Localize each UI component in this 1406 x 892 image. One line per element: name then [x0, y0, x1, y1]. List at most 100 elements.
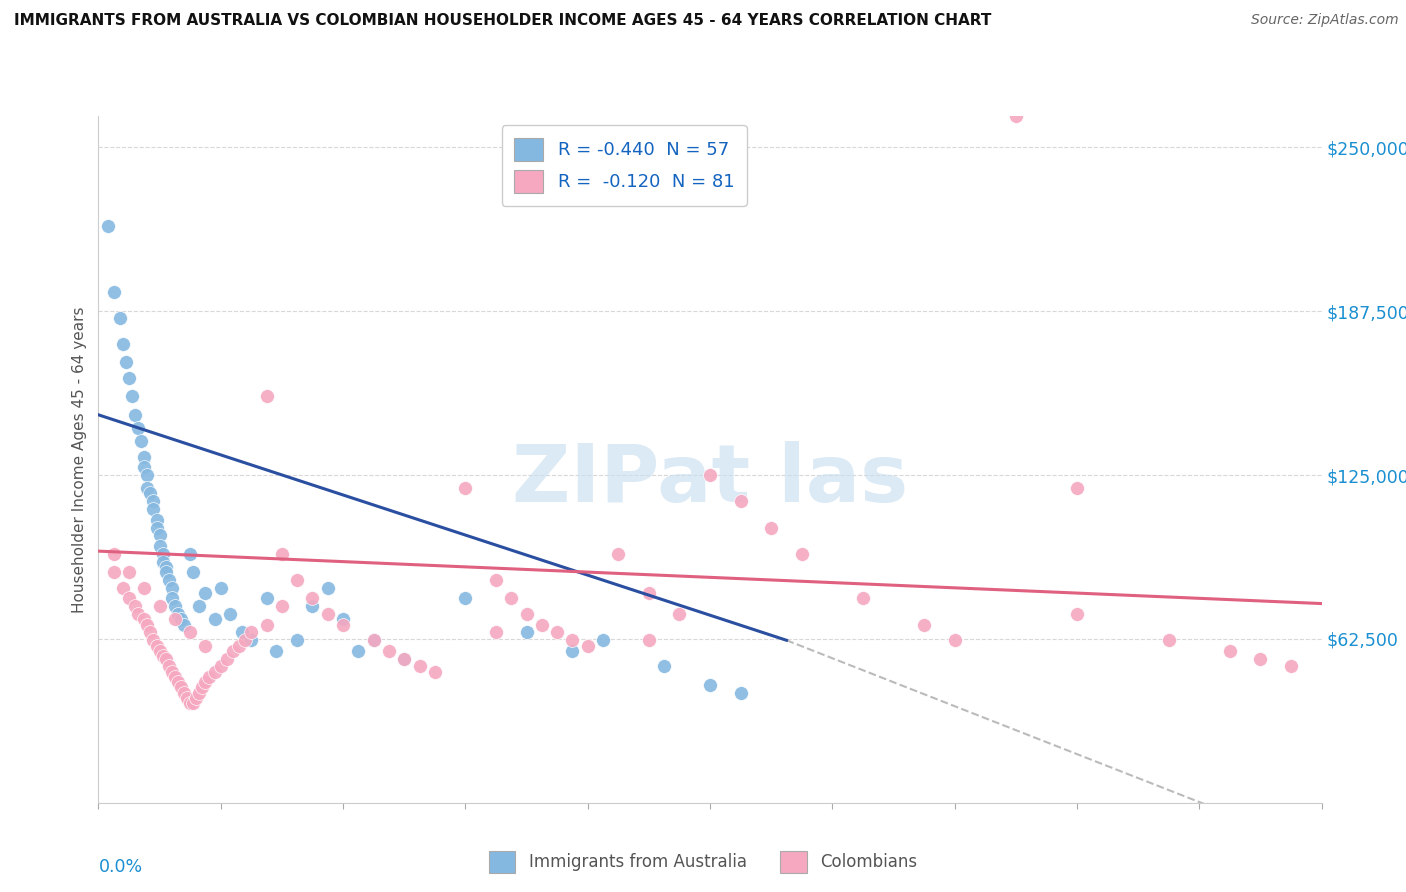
Point	[1004, 109, 1026, 123]
Point	[530, 617, 553, 632]
Point	[173, 617, 195, 632]
Point	[790, 547, 813, 561]
Point	[730, 686, 752, 700]
Text: IMMIGRANTS FROM AUSTRALIA VS COLOMBIAN HOUSEHOLDER INCOME AGES 45 - 64 YEARS COR: IMMIGRANTS FROM AUSTRALIA VS COLOMBIAN H…	[14, 13, 991, 29]
Point	[124, 408, 146, 422]
Point	[363, 633, 385, 648]
Point	[134, 460, 156, 475]
Point	[157, 659, 180, 673]
Point	[285, 633, 308, 648]
Point	[561, 644, 583, 658]
Point	[347, 644, 370, 658]
Point	[501, 591, 523, 606]
Point	[157, 573, 180, 587]
Point	[256, 591, 278, 606]
Point	[118, 591, 141, 606]
Point	[136, 468, 159, 483]
Point	[194, 639, 217, 653]
Point	[1249, 651, 1271, 665]
Point	[485, 625, 508, 640]
Point	[699, 468, 721, 483]
Point	[392, 651, 416, 665]
Point	[209, 581, 232, 595]
Point	[852, 591, 875, 606]
Point	[136, 617, 159, 632]
Point	[145, 520, 167, 534]
Point	[181, 565, 204, 579]
Point	[152, 648, 174, 663]
Point	[188, 599, 211, 614]
Point	[912, 617, 935, 632]
Point	[194, 586, 217, 600]
Point	[332, 612, 354, 626]
Point	[149, 528, 172, 542]
Point	[1066, 481, 1088, 495]
Point	[240, 633, 263, 648]
Point	[219, 607, 242, 621]
Point	[270, 599, 292, 614]
Point	[316, 581, 339, 595]
Point	[264, 644, 287, 658]
Point	[637, 633, 661, 648]
Point	[186, 690, 208, 705]
Point	[1279, 659, 1302, 673]
Point	[668, 607, 690, 621]
Point	[118, 565, 141, 579]
Point	[378, 644, 401, 658]
Point	[546, 625, 568, 640]
Point	[485, 573, 508, 587]
Text: Source: ZipAtlas.com: Source: ZipAtlas.com	[1251, 13, 1399, 28]
Point	[103, 565, 125, 579]
Point	[179, 696, 201, 710]
Point	[301, 599, 323, 614]
Point	[142, 633, 165, 648]
Point	[134, 612, 156, 626]
Point	[139, 486, 162, 500]
Point	[163, 599, 186, 614]
Point	[129, 434, 152, 448]
Legend: Immigrants from Australia, Colombians: Immigrants from Australia, Colombians	[482, 845, 924, 880]
Point	[176, 690, 198, 705]
Point	[516, 625, 538, 640]
Point	[163, 670, 186, 684]
Point	[155, 559, 177, 574]
Point	[179, 547, 201, 561]
Point	[127, 607, 149, 621]
Point	[167, 607, 190, 621]
Point	[561, 633, 583, 648]
Point	[256, 617, 278, 632]
Point	[163, 612, 186, 626]
Point	[204, 612, 226, 626]
Point	[1219, 644, 1241, 658]
Point	[423, 665, 446, 679]
Point	[592, 633, 614, 648]
Point	[97, 219, 120, 233]
Point	[149, 599, 172, 614]
Point	[188, 686, 211, 700]
Point	[233, 633, 256, 648]
Point	[576, 639, 599, 653]
Point	[149, 539, 172, 553]
Point	[115, 355, 138, 369]
Point	[152, 547, 174, 561]
Text: ZIPat las: ZIPat las	[512, 441, 908, 519]
Point	[179, 625, 201, 640]
Point	[285, 573, 308, 587]
Point	[301, 591, 323, 606]
Point	[134, 450, 156, 464]
Point	[160, 591, 183, 606]
Point	[139, 625, 162, 640]
Point	[155, 651, 177, 665]
Point	[149, 644, 172, 658]
Legend: R = -0.440  N = 57, R =  -0.120  N = 81: R = -0.440 N = 57, R = -0.120 N = 81	[502, 125, 747, 206]
Point	[191, 681, 214, 695]
Point	[111, 581, 134, 595]
Point	[516, 607, 538, 621]
Point	[316, 607, 339, 621]
Point	[408, 659, 430, 673]
Point	[1066, 607, 1088, 621]
Point	[1157, 633, 1180, 648]
Point	[145, 639, 167, 653]
Point	[222, 644, 245, 658]
Point	[155, 565, 177, 579]
